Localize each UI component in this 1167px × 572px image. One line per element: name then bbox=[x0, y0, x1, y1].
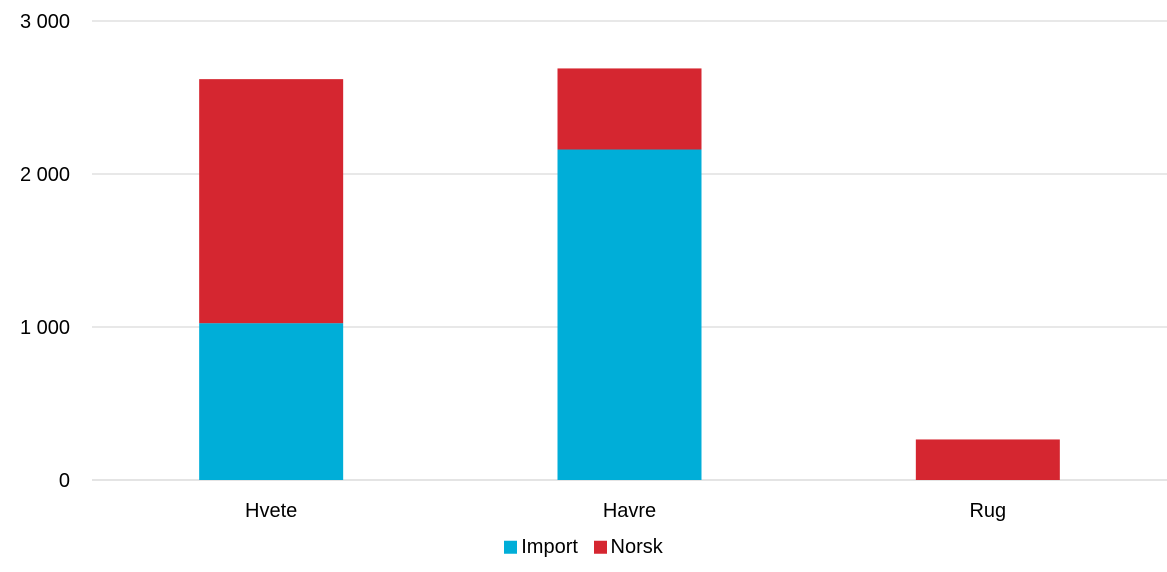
bar-segment-norsk-hvete bbox=[199, 79, 344, 324]
legend: Import Norsk bbox=[0, 533, 1167, 562]
bar-segment-import-havre bbox=[557, 149, 702, 480]
legend-label-import: Import bbox=[521, 535, 578, 558]
legend-swatch-norsk bbox=[593, 540, 607, 554]
y-tick-label: 1 000 bbox=[20, 317, 70, 339]
bars bbox=[199, 68, 1060, 480]
legend-swatch-import bbox=[504, 540, 518, 554]
x-tick-label-rug: Rug bbox=[969, 500, 1006, 522]
x-tick-label-havre: Havre bbox=[603, 500, 656, 522]
legend-item-norsk: Norsk bbox=[593, 533, 663, 561]
y-axis-labels: 0 1 000 2 000 3 000 bbox=[20, 11, 70, 492]
y-tick-label: 3 000 bbox=[20, 11, 70, 33]
legend-item-import: Import bbox=[504, 533, 578, 561]
y-tick-label: 2 000 bbox=[20, 164, 70, 186]
x-axis-labels: Hvete Havre Rug bbox=[245, 500, 1006, 522]
bar-segment-norsk-havre bbox=[557, 68, 702, 150]
legend-label-norsk: Norsk bbox=[610, 535, 663, 558]
y-tick-label: 0 bbox=[59, 470, 70, 492]
x-tick-label-hvete: Hvete bbox=[245, 500, 297, 522]
bar-segment-import-hvete bbox=[199, 323, 344, 480]
bar-segment-norsk-rug bbox=[915, 439, 1060, 480]
